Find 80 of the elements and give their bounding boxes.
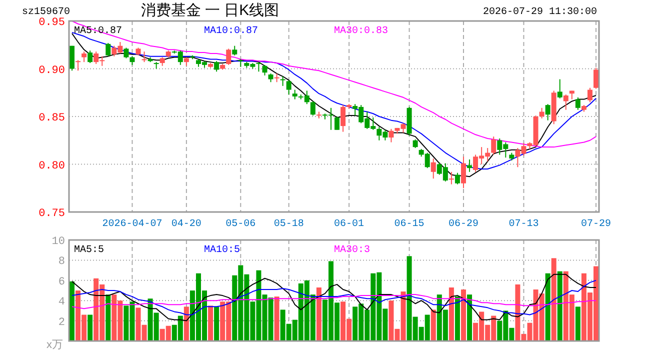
candlestick: [106, 42, 111, 57]
candlestick: [82, 51, 87, 63]
bar: [88, 314, 93, 341]
candlestick: [557, 78, 562, 99]
candlestick: [491, 136, 496, 156]
candlestick: [575, 96, 580, 110]
bar: [545, 273, 550, 341]
x-tick-label: 04-20: [171, 219, 202, 230]
text: 2026-07-29 11:30:00: [482, 7, 597, 18]
bar: [448, 287, 454, 341]
y-tick-label: 6: [58, 276, 65, 288]
x-tick-label: 06-15: [394, 219, 424, 230]
bar: [575, 306, 580, 341]
candlestick: [292, 89, 298, 100]
bar: [467, 294, 472, 341]
x-tick-label: 2026-04-07: [102, 219, 162, 230]
y-tick-label: 0.85: [38, 112, 65, 124]
bar: [106, 294, 111, 341]
line-series: [72, 294, 596, 310]
y-tick-label: 0.80: [38, 160, 65, 172]
bar: [551, 258, 556, 341]
bar: [214, 306, 220, 341]
candlestick: [545, 104, 550, 121]
bar: [274, 296, 280, 341]
y-tick-label: 0.75: [38, 208, 65, 220]
text: MA10:0.87: [204, 26, 258, 37]
candlestick: [587, 87, 592, 103]
x-tick-label: 07-29: [580, 219, 612, 230]
bar: [430, 310, 436, 341]
candlestick: [454, 172, 460, 185]
candlestick: [280, 76, 286, 86]
candlestick: [539, 107, 544, 119]
y-tick-label: 2: [58, 316, 65, 329]
x-tick-label: 05-06: [226, 219, 256, 230]
text: MA30:0.83: [334, 26, 388, 37]
line-series: [72, 274, 596, 322]
candlestick: [310, 100, 316, 116]
bar: [557, 271, 562, 341]
x-tick-label: 07-13: [508, 219, 539, 230]
candlestick: [142, 51, 147, 63]
candlestick: [286, 80, 292, 96]
candlestick: [232, 45, 238, 56]
candlestick: [430, 158, 436, 180]
candlestick: [340, 104, 346, 132]
bar: [208, 306, 214, 341]
bar: [454, 296, 460, 341]
candlestick: [226, 48, 232, 66]
candlestick: [214, 60, 220, 72]
text: MA5:5: [74, 245, 104, 256]
candlestick: [70, 45, 74, 72]
candlestick: [460, 156, 466, 189]
line-series: [72, 280, 596, 316]
y-tick-label: 10: [52, 236, 65, 248]
y-tick-label: 0.90: [38, 64, 65, 77]
chart-title: 消费基金 一 日K线图: [140, 2, 280, 19]
y-tick-label: 0.95: [38, 17, 65, 29]
candlestick: [563, 94, 568, 110]
candlestick: [124, 47, 129, 59]
candlestick: [76, 60, 81, 72]
candlestick: [88, 50, 93, 64]
candlestick: [262, 64, 268, 76]
bar: [184, 306, 189, 341]
candlestick: [467, 158, 472, 172]
x-tick-label: 06-29: [448, 219, 478, 230]
text: MA10:5: [204, 245, 240, 256]
candlestick: [594, 67, 598, 90]
candlestick: [238, 58, 244, 68]
x-tick-label: 05-18: [274, 219, 304, 230]
candlestick: [334, 116, 340, 130]
candlestick: [448, 171, 454, 185]
x-tick-label: 06-01: [334, 219, 364, 230]
chart-subtitle: sz159670: [22, 7, 70, 18]
y-tick-label: 4: [58, 296, 66, 309]
text: MA30:3: [334, 245, 370, 256]
y-tick-label: 8: [58, 256, 65, 268]
y-axis-title: x万: [46, 339, 63, 351]
bar: [460, 289, 466, 341]
candlestick: [256, 62, 262, 72]
candlestick: [388, 128, 394, 143]
bar: [316, 287, 322, 341]
